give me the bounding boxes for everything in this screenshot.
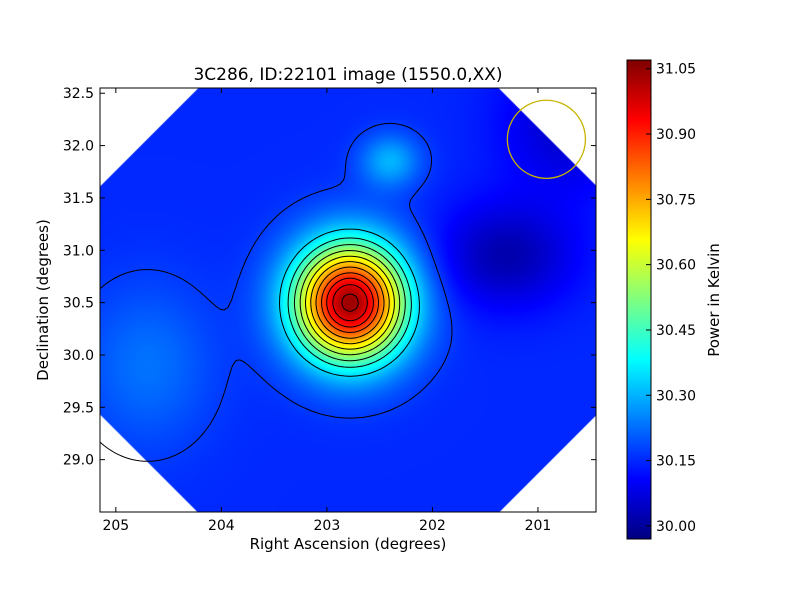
x-tick-label: 204 [208,518,235,534]
colorbar-tick-label: 30.45 [656,323,696,339]
contour-lines [100,122,453,462]
colorbar-tick-label: 31.05 [656,62,696,78]
contour-level-11 [341,293,359,312]
colorbar-tick-label: 30.60 [656,258,696,274]
beam-circle [506,99,587,179]
colorbar-label: Power in Kelvin [705,243,723,357]
colorbar-tick-label: 30.00 [656,519,696,535]
x-tick-label: 205 [102,518,129,534]
y-tick-label: 30.5 [63,296,94,312]
y-tick-label: 29.0 [63,453,94,469]
contour-level-0 [100,122,453,462]
plot-frame [99,87,597,513]
contour-level-3 [293,244,406,362]
y-tick-label: 32.0 [63,139,94,155]
contour-level-10 [332,284,368,322]
y-tick-label: 29.5 [63,400,94,416]
colorbar-gradient [626,59,652,540]
contour-level-2 [287,237,412,368]
contour-level-6 [310,261,390,345]
contour-level-1 [279,228,420,377]
colorbar-ticks: 30.00 30.15 30.30 30.45 30.60 30.75 30.90 31.05 [646,62,696,535]
y-tick-label: 32.5 [63,86,94,102]
contour-level-4 [299,250,401,356]
contour-level-9 [326,277,374,328]
contour-level-7 [315,266,385,339]
contour-level-8 [321,272,379,333]
y-axis-ticks: 29.0 29.5 30.0 30.5 31.0 31.5 32.0 32.5 [63,86,596,469]
colorbar: 30.00 30.15 30.30 30.45 30.60 30.75 30.90 31.05… [626,59,723,540]
x-tick-label: 202 [419,518,446,534]
x-tick-label: 203 [314,518,341,534]
y-axis-label: Declination (degrees) [34,219,52,381]
colorbar-tick-label: 30.15 [656,454,696,470]
heatmap-image [100,88,596,512]
x-axis-ticks: 205 204 203 202 201 [102,88,551,534]
colorbar-tick-label: 30.90 [656,127,696,143]
contour-level-5 [305,255,395,350]
chart-title: 3C286, ID:22101 image (1550.0,XX) [193,65,502,85]
colorbar-tick-label: 30.30 [656,388,696,404]
x-axis-label: Right Ascension (degrees) [250,535,447,553]
plot-area [99,87,597,513]
colorbar-tick-label: 30.75 [656,192,696,208]
y-tick-label: 30.0 [63,348,94,364]
y-tick-label: 31.0 [63,243,94,259]
x-tick-label: 201 [525,518,552,534]
y-tick-label: 31.5 [63,191,94,207]
